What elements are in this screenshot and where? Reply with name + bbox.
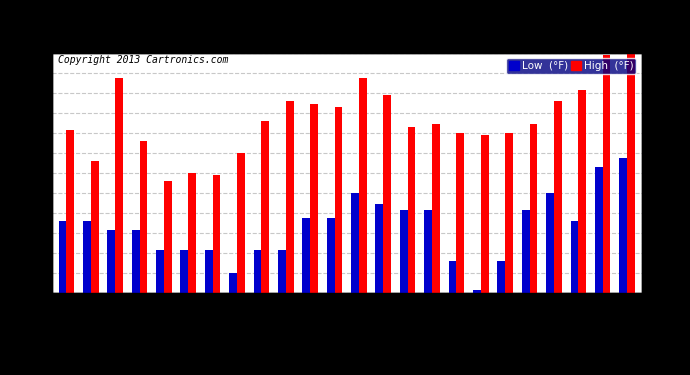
Bar <box>262 121 269 292</box>
Bar <box>302 218 311 292</box>
Bar <box>327 218 335 292</box>
Bar <box>546 192 554 292</box>
Bar <box>481 135 489 292</box>
Bar <box>627 53 635 292</box>
Bar <box>408 127 415 292</box>
Bar <box>383 95 391 292</box>
Bar <box>108 230 115 292</box>
Bar <box>400 210 408 292</box>
Bar <box>424 210 432 292</box>
Bar <box>602 56 611 292</box>
Bar <box>83 221 91 292</box>
Bar <box>139 141 147 292</box>
Bar <box>578 90 586 292</box>
Bar <box>278 250 286 292</box>
Bar <box>448 261 456 292</box>
Legend: Low  (°F), High  (°F): Low (°F), High (°F) <box>506 58 636 74</box>
Bar <box>571 221 578 292</box>
Bar <box>335 107 342 292</box>
Bar <box>375 204 383 292</box>
Bar <box>310 104 318 292</box>
Bar <box>456 132 464 292</box>
Bar <box>59 221 66 292</box>
Bar <box>156 250 164 292</box>
Text: Copyright 2013 Cartronics.com: Copyright 2013 Cartronics.com <box>58 55 228 65</box>
Bar <box>286 101 293 292</box>
Bar <box>164 181 172 292</box>
Bar <box>351 192 359 292</box>
Bar <box>254 250 262 292</box>
Bar <box>432 124 440 292</box>
Bar <box>229 273 237 292</box>
Bar <box>132 230 139 292</box>
Bar <box>619 158 627 292</box>
Bar <box>522 210 529 292</box>
Bar <box>115 78 123 292</box>
Bar <box>497 261 505 292</box>
Bar <box>595 167 602 292</box>
Bar <box>554 101 562 292</box>
Bar <box>188 172 196 292</box>
Bar <box>205 250 213 292</box>
Bar <box>181 250 188 292</box>
Bar <box>505 132 513 292</box>
Bar <box>91 161 99 292</box>
Bar <box>66 130 75 292</box>
Text: Outdoor Temperature Daily High/Low 20130719: Outdoor Temperature Daily High/Low 20130… <box>146 15 544 33</box>
Bar <box>213 176 220 292</box>
Bar <box>359 78 366 292</box>
Bar <box>237 153 245 292</box>
Bar <box>529 124 538 292</box>
Bar <box>473 290 481 292</box>
